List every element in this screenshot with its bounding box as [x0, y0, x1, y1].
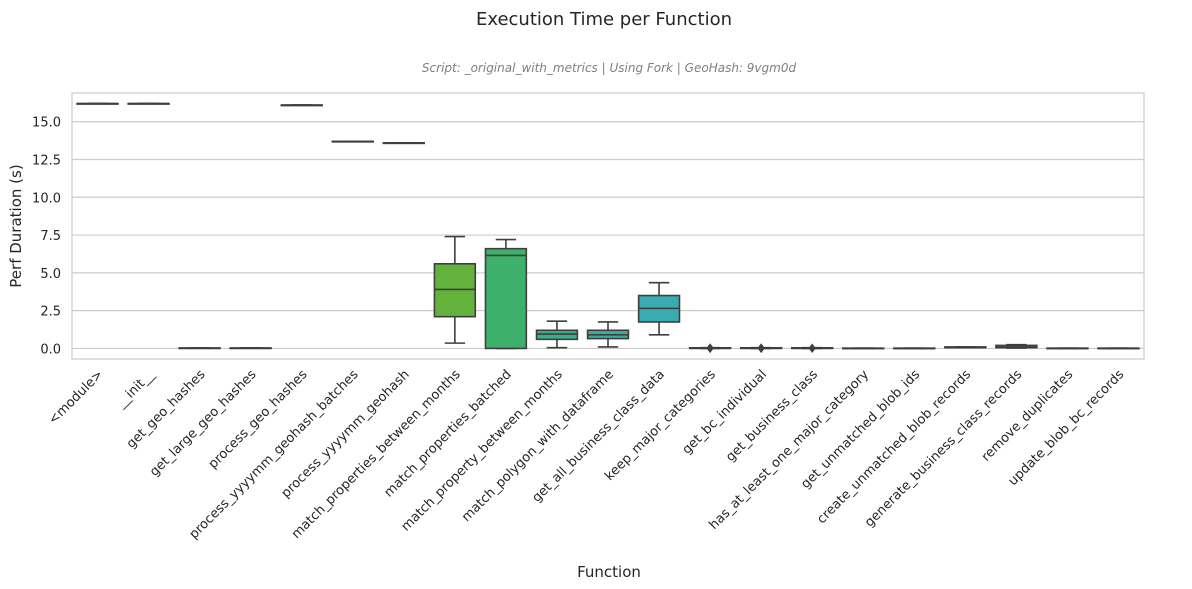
box-5	[331, 140, 374, 143]
x-tick-label: <module>	[46, 367, 106, 427]
chart-subtitle: Script: _original_with_metrics | Using F…	[422, 61, 797, 75]
y-tick-label: 15.0	[32, 116, 61, 131]
outlier-point	[758, 343, 765, 352]
box-14	[790, 343, 834, 354]
box-17	[944, 346, 987, 349]
x-tick-label: __init__	[113, 367, 158, 412]
box-20	[1097, 347, 1140, 350]
y-tick-label: 0.0	[40, 342, 61, 357]
x-tick-label: get_business_class	[723, 367, 821, 465]
y-tick-label: 5.0	[40, 267, 61, 282]
x-tick-label: remove_duplicates	[979, 367, 1077, 465]
x-axis-label: Function	[577, 563, 641, 581]
box-0	[76, 102, 119, 105]
boxes-layer	[76, 102, 1140, 354]
plot-frame	[71, 92, 1145, 360]
x-tick-labels: <module> __init__get_geo_hashesget_large_…	[46, 367, 1128, 542]
box-13	[739, 343, 783, 354]
y-tick-labels: 0.0 2.5 5.0 7.5 10.0 12.5 15.0	[32, 116, 61, 358]
box-15	[842, 347, 885, 350]
y-tick-label: 2.5	[40, 305, 61, 320]
y-tick-label: 7.5	[40, 229, 61, 244]
box-2	[178, 347, 221, 350]
box-10	[586, 321, 630, 348]
y-tick-label: 12.5	[32, 154, 61, 169]
box-3	[229, 347, 272, 350]
y-tick-label: 10.0	[32, 191, 61, 206]
box-1	[127, 102, 170, 105]
outlier-point	[809, 343, 816, 352]
box-19	[1046, 347, 1089, 350]
outlier-point	[707, 343, 714, 352]
grid-layer	[72, 121, 1144, 350]
box-18	[995, 343, 1038, 349]
box-7	[433, 235, 477, 344]
y-axis-label: Perf Duration (s)	[7, 164, 25, 287]
box-8	[484, 238, 528, 350]
x-tick-label: get_bc_individual	[680, 367, 770, 457]
box-16	[893, 347, 936, 350]
chart-title: Execution Time per Function	[476, 9, 732, 30]
box-iqr	[484, 247, 528, 350]
box-6	[382, 142, 426, 145]
box-4	[280, 104, 323, 107]
box-9	[535, 320, 579, 349]
box-11	[637, 281, 681, 336]
x-tick-label: process_geo_hashes	[206, 367, 311, 472]
box-12	[688, 343, 732, 354]
